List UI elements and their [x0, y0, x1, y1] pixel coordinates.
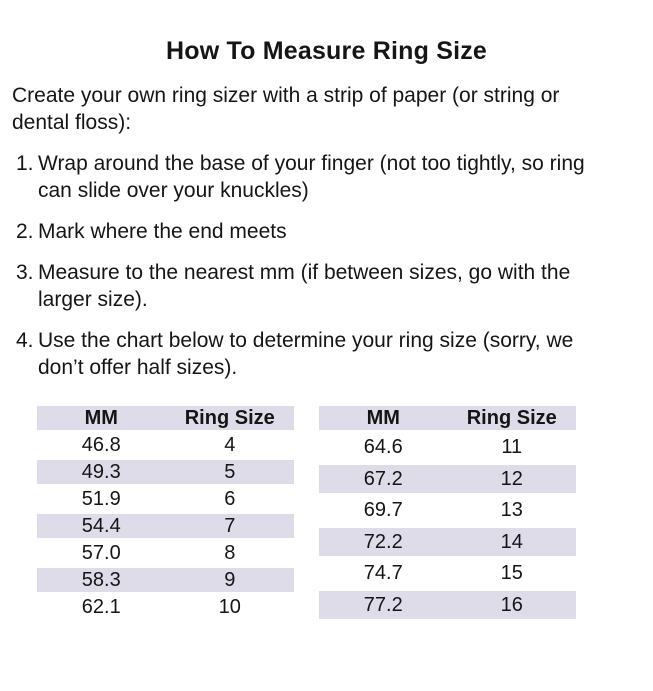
- mm-cell: 67.2: [319, 464, 448, 493]
- step-text: Measure to the nearest mm (if between si…: [38, 261, 571, 311]
- table-row: 72.2 14: [319, 527, 576, 556]
- step-item-1: 1. Wrap around the base of your finger (…: [12, 150, 616, 204]
- ring-size-cell: 7: [165, 514, 294, 538]
- ring-size-column-header: Ring Size: [447, 406, 576, 430]
- ring-size-cell: 4: [224, 434, 236, 456]
- size-table-left: MM Ring Size 46.8 4 49.3 5 51.9 6 54.4 7 57.0 8 58…: [37, 403, 294, 622]
- table-row: 69.7 13: [319, 496, 576, 525]
- step-text: Wrap around the base of your finger (not…: [38, 152, 585, 202]
- document-page: How To Measure Ring Size Create your own…: [0, 38, 653, 691]
- ring-size-cell: 10: [218, 596, 241, 618]
- ring-size-cell: 16: [447, 590, 576, 619]
- ring-size-cell: 6: [224, 488, 236, 510]
- table-header-row: MM Ring Size: [319, 406, 576, 430]
- ring-size-column-header: Ring Size: [165, 406, 294, 430]
- step-number: 4.: [16, 329, 34, 352]
- ring-size-cell: 13: [500, 499, 523, 522]
- table-row: 57.0 8: [37, 541, 294, 565]
- mm-cell: 74.7: [363, 562, 403, 585]
- step-number: 3.: [16, 261, 34, 284]
- instruction-steps: 1. Wrap around the base of your finger (…: [12, 150, 641, 381]
- table-row: 77.2 16: [319, 590, 576, 619]
- mm-cell: 69.7: [363, 499, 403, 522]
- table-row: 67.2 12: [319, 464, 576, 493]
- ring-size-cell: 12: [447, 464, 576, 493]
- size-table-right: MM Ring Size 64.6 11 67.2 12 69.7 13 72.2 14 74.…: [319, 403, 576, 622]
- table-row: 51.9 6: [37, 487, 294, 511]
- mm-cell: 72.2: [319, 527, 448, 556]
- table-row: 54.4 7: [37, 514, 294, 538]
- table-row: 64.6 11: [319, 433, 576, 462]
- step-number: 1.: [16, 152, 34, 175]
- ring-size-cell: 14: [447, 527, 576, 556]
- table-row: 49.3 5: [37, 460, 294, 484]
- step-item-4: 4. Use the chart below to determine your…: [12, 327, 616, 381]
- mm-cell: 77.2: [319, 590, 448, 619]
- mm-cell: 49.3: [37, 460, 166, 484]
- table-row: 46.8 4: [37, 433, 294, 457]
- ring-size-cell: 8: [224, 542, 236, 564]
- size-chart-container: MM Ring Size 46.8 4 49.3 5 51.9 6 54.4 7 57.0 8 58…: [37, 403, 641, 622]
- table-row: 74.7 15: [319, 559, 576, 588]
- mm-cell: 58.3: [37, 568, 166, 592]
- mm-cell: 64.6: [363, 436, 403, 459]
- step-text: Use the chart below to determine your ri…: [38, 329, 574, 379]
- ring-size-cell: 11: [501, 436, 523, 459]
- mm-column-header: MM: [319, 406, 448, 430]
- step-item-2: 2. Mark where the end meets: [12, 218, 616, 245]
- intro-text: Create your own ring sizer with a strip …: [12, 84, 560, 134]
- mm-cell: 51.9: [81, 488, 121, 510]
- step-text: Mark where the end meets: [38, 220, 287, 243]
- ring-size-cell: 5: [165, 460, 294, 484]
- step-item-3: 3. Measure to the nearest mm (if between…: [12, 259, 616, 313]
- mm-cell: 62.1: [81, 596, 121, 618]
- page-title: How To Measure Ring Size: [165, 37, 488, 65]
- step-number: 2.: [16, 220, 34, 243]
- ring-size-cell: 15: [500, 562, 523, 585]
- mm-cell: 57.0: [81, 542, 121, 564]
- mm-column-header: MM: [37, 406, 166, 430]
- mm-cell: 46.8: [81, 434, 121, 456]
- table-header-row: MM Ring Size: [37, 406, 294, 430]
- mm-cell: 54.4: [37, 514, 166, 538]
- table-row: 62.1 10: [37, 595, 294, 619]
- ring-size-cell: 9: [165, 568, 294, 592]
- table-row: 58.3 9: [37, 568, 294, 592]
